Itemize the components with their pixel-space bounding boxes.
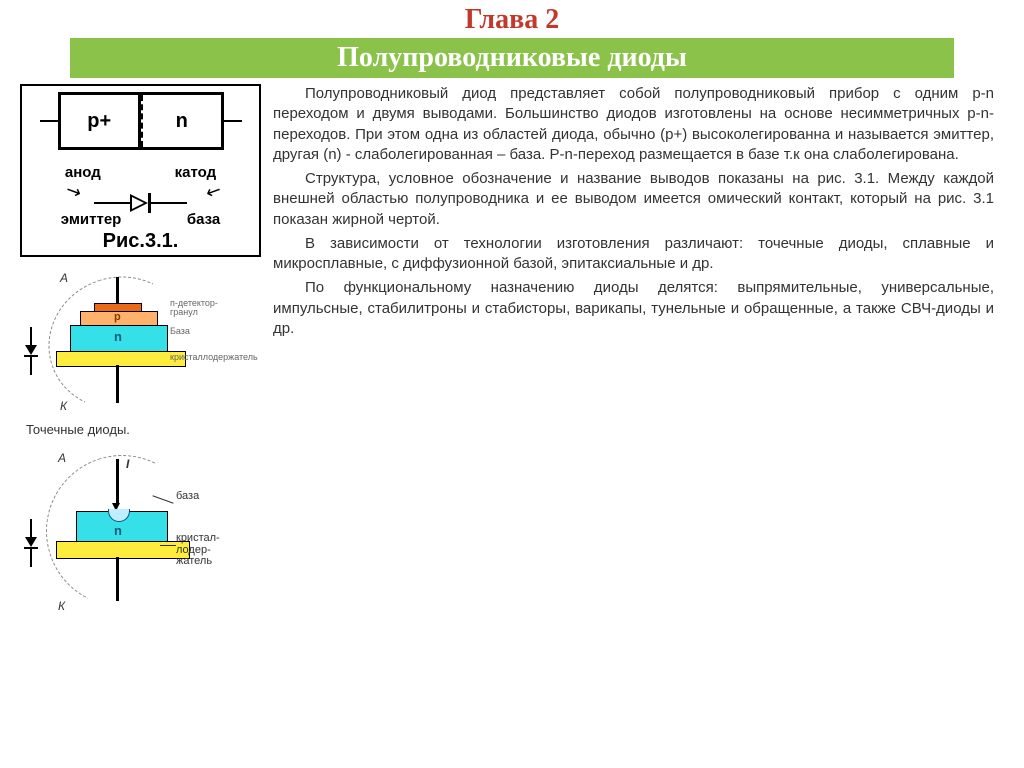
n-label: n — [114, 329, 122, 344]
lead-left — [40, 120, 58, 122]
slide: Глава 2 Полупроводниковые диоды p+ n — [0, 0, 1024, 768]
pn-junction-box: p+ n — [58, 92, 224, 150]
figure-point-caption: Точечные диоды. — [26, 422, 265, 437]
paragraph-1: Полупроводниковый диод представляет собо… — [273, 84, 994, 165]
current-label: I — [126, 457, 129, 471]
p-label: p — [114, 311, 121, 323]
figure-caption: Рис.3.1. — [28, 230, 253, 253]
content-row: p+ n анод катод ↘ ↙ — [0, 82, 1024, 621]
diode-symbol-mini — [24, 327, 38, 375]
header: Глава 2 Полупроводниковые диоды — [0, 0, 1024, 78]
anode-label: анод — [65, 164, 101, 181]
terminal-a-2: А — [58, 451, 66, 465]
figure-alloy-diode: А К p n п-детектор- гранул — [20, 271, 240, 416]
title-banner: Полупроводниковые диоды — [70, 38, 954, 78]
base-label: база — [187, 211, 220, 228]
tiny-label-2: База — [170, 327, 190, 336]
body-text: Полупроводниковый диод представляет собо… — [273, 84, 994, 621]
terminal-k: К — [60, 399, 67, 413]
figure-point-diode: А К I n база кристал- лодер- — [20, 451, 240, 621]
holder-label: кристал- лодер- жатель — [176, 533, 220, 568]
diode-symbol-mini-2 — [24, 519, 38, 567]
paragraph-3: В зависимости от технологии изготовления… — [273, 234, 994, 275]
n-label-2: n — [114, 523, 122, 538]
terminal-labels: анод катод — [28, 164, 253, 181]
emitter-label: эмиттер — [61, 211, 122, 228]
paragraph-4: По функциональному назначению диоды деля… — [273, 278, 994, 339]
base-label-2: база — [176, 491, 199, 503]
paragraph-2: Структура, условное обозначение и назван… — [273, 169, 994, 230]
n-region: n — [143, 95, 221, 147]
region-labels: эмиттер база — [28, 211, 253, 228]
tiny-label-3: кристаллодержатель — [170, 353, 258, 362]
lead-right — [224, 120, 242, 122]
p-region: p+ — [61, 95, 139, 147]
tiny-label-1: п-детектор- гранул — [170, 299, 240, 318]
figures-column: p+ n анод катод ↘ ↙ — [20, 84, 273, 621]
terminal-a: А — [60, 271, 68, 285]
terminal-k-2: К — [58, 599, 65, 613]
chapter-label: Глава 2 — [0, 4, 1024, 36]
figure-3-1: p+ n анод катод ↘ ↙ — [20, 84, 261, 257]
